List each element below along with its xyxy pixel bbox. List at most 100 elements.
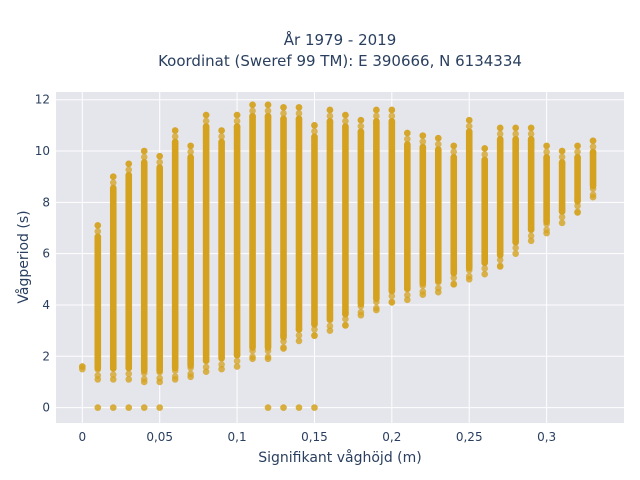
data-point xyxy=(94,222,102,229)
data-point-band xyxy=(342,123,349,318)
data-point xyxy=(558,219,566,227)
data-point xyxy=(357,116,365,124)
data-point xyxy=(218,365,225,373)
data-point-band xyxy=(202,123,210,364)
data-point xyxy=(202,368,210,375)
data-point xyxy=(326,322,334,330)
data-point xyxy=(527,124,535,132)
data-point xyxy=(125,166,133,174)
data-point xyxy=(574,154,581,162)
y-tick-label: 6 xyxy=(42,247,50,261)
data-point-band xyxy=(527,135,535,233)
data-point xyxy=(94,234,102,241)
data-point xyxy=(434,140,442,148)
data-point xyxy=(280,332,287,339)
data-point xyxy=(512,130,519,138)
x-tick-label: 0 xyxy=(78,430,86,444)
data-point xyxy=(295,337,303,345)
data-point-band xyxy=(434,146,442,285)
data-point-band xyxy=(465,128,473,272)
data-points xyxy=(79,101,597,411)
chart-title-line2: Koordinat (Sweref 99 TM): E 390666, N 61… xyxy=(158,52,522,70)
data-point xyxy=(388,106,396,114)
data-point xyxy=(171,139,179,146)
data-point xyxy=(465,116,473,124)
data-point xyxy=(543,229,550,237)
data-point-band xyxy=(450,153,458,277)
data-point xyxy=(280,116,287,123)
data-point xyxy=(434,288,442,296)
data-point-band xyxy=(419,143,427,287)
data-point xyxy=(558,159,566,167)
data-point xyxy=(404,129,411,137)
data-point xyxy=(388,286,396,294)
data-point xyxy=(249,355,256,363)
data-point xyxy=(125,364,133,372)
data-point xyxy=(280,104,287,111)
y-axis-title: Vågperiod (s) xyxy=(15,210,32,303)
data-point xyxy=(295,110,303,117)
data-point xyxy=(264,355,272,363)
data-point xyxy=(496,263,504,270)
data-point xyxy=(342,123,349,131)
data-point xyxy=(140,159,148,167)
data-point xyxy=(202,357,210,365)
data-point xyxy=(202,111,210,119)
data-point xyxy=(171,133,179,140)
data-point xyxy=(543,220,550,228)
data-point-band xyxy=(280,115,287,341)
data-point xyxy=(481,270,489,278)
data-point xyxy=(481,151,489,158)
data-point-band xyxy=(125,171,133,372)
data-point xyxy=(404,291,411,299)
data-point xyxy=(496,256,504,264)
data-point xyxy=(326,118,334,126)
data-point xyxy=(156,378,163,386)
data-point xyxy=(589,143,597,151)
data-point-band xyxy=(357,128,365,308)
data-point xyxy=(373,298,380,306)
data-point-band xyxy=(311,133,318,328)
data-point xyxy=(264,107,272,115)
x-tick-label: 0,15 xyxy=(301,430,328,444)
data-point-band xyxy=(156,164,163,374)
data-point xyxy=(311,332,318,340)
data-point xyxy=(264,404,272,411)
data-point xyxy=(496,250,504,258)
data-point xyxy=(558,153,566,161)
data-point xyxy=(512,244,519,252)
y-tick-labels: 0 2 4 6 8 10 12 xyxy=(35,93,50,415)
data-point xyxy=(404,135,411,143)
data-point xyxy=(357,122,365,130)
data-point xyxy=(450,268,458,276)
data-point xyxy=(156,164,163,172)
data-point xyxy=(527,237,535,245)
data-point xyxy=(326,112,334,120)
data-point xyxy=(109,185,117,192)
chart-title-line1: År 1979 - 2019 xyxy=(284,30,397,49)
data-point xyxy=(311,128,318,135)
data-point xyxy=(187,154,194,162)
data-point xyxy=(295,332,303,339)
data-point xyxy=(218,127,225,134)
data-point xyxy=(156,368,163,376)
data-point-band xyxy=(326,117,334,323)
data-point xyxy=(264,101,272,109)
data-point xyxy=(496,130,504,138)
data-point xyxy=(404,296,411,304)
data-point xyxy=(558,213,566,221)
x-tick-label: 0,2 xyxy=(382,430,401,444)
data-point xyxy=(450,148,458,156)
data-point xyxy=(388,292,396,300)
data-point xyxy=(481,145,489,152)
data-point-band xyxy=(404,141,411,292)
data-point xyxy=(527,136,535,144)
data-point xyxy=(249,113,256,121)
data-point xyxy=(280,404,287,411)
data-point xyxy=(465,128,473,136)
data-point xyxy=(233,117,241,125)
data-point xyxy=(342,322,349,329)
x-tick-labels: 0 0,05 0,1 0,15 0,2 0,25 0,3 xyxy=(78,430,556,444)
data-point xyxy=(233,123,241,131)
